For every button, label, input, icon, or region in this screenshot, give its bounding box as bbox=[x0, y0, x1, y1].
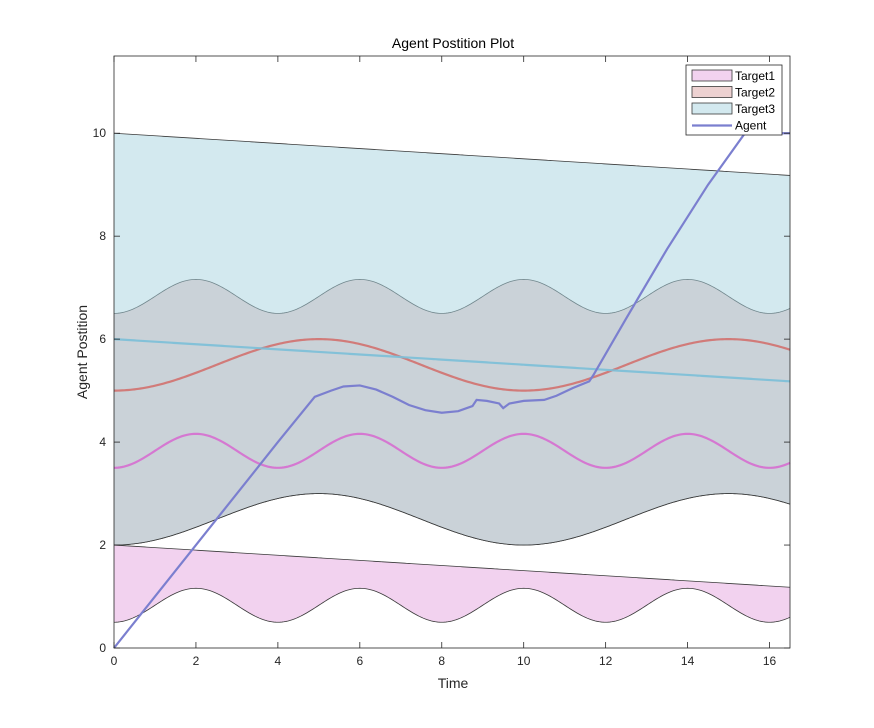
legend-label-target2: Target2 bbox=[735, 86, 775, 100]
y-tick-label: 2 bbox=[99, 538, 106, 552]
x-tick-label: 6 bbox=[356, 654, 363, 668]
y-tick-label: 8 bbox=[99, 229, 106, 243]
plot-area bbox=[113, 56, 791, 649]
x-tick-label: 0 bbox=[111, 654, 118, 668]
y-axis-title: Agent Postition bbox=[74, 305, 90, 399]
target3-center-line bbox=[113, 338, 791, 383]
x-tick-label: 14 bbox=[681, 654, 695, 668]
y-tick-label: 6 bbox=[99, 332, 106, 346]
y-tick-label: 4 bbox=[99, 435, 106, 449]
x-tick-label: 10 bbox=[517, 654, 531, 668]
target3-lower-boundary bbox=[113, 493, 791, 546]
x-tick-label: 4 bbox=[275, 654, 282, 668]
legend-swatch-target1 bbox=[691, 69, 733, 82]
target1-upper-boundary bbox=[113, 544, 791, 588]
legend-label-target1: Target1 bbox=[735, 69, 775, 83]
chart-title: Agent Postition Plot bbox=[392, 35, 514, 51]
target3-band bbox=[114, 133, 790, 546]
x-tick-label: 2 bbox=[193, 654, 200, 668]
axes-box bbox=[113, 55, 791, 649]
x-axis-title: Time bbox=[438, 675, 469, 691]
target1-center-line bbox=[113, 432, 791, 469]
legend-swatch-target2 bbox=[691, 86, 733, 98]
legend-label-agent: Agent bbox=[735, 119, 767, 133]
x-tick-label: 8 bbox=[438, 654, 445, 668]
target3-upper-boundary bbox=[113, 132, 791, 176]
y-tick-label: 10 bbox=[93, 126, 107, 140]
target2-center-line bbox=[113, 338, 791, 392]
legend-label-target3: Target3 bbox=[735, 102, 775, 116]
agent-line bbox=[113, 132, 790, 649]
axes: 0 2 4 6 8 10 12 14 16 0 2 4 6 8 10 bbox=[93, 55, 791, 668]
y-tick-label: 0 bbox=[99, 641, 106, 655]
x-tick-label: 16 bbox=[763, 654, 777, 668]
target1-band bbox=[114, 545, 790, 623]
target1-lower-boundary bbox=[113, 587, 791, 623]
legend-swatch-target3 bbox=[691, 102, 733, 115]
legend: Target1 Target2 Target3 Agent bbox=[685, 64, 783, 136]
x-tick-label: 12 bbox=[599, 654, 613, 668]
